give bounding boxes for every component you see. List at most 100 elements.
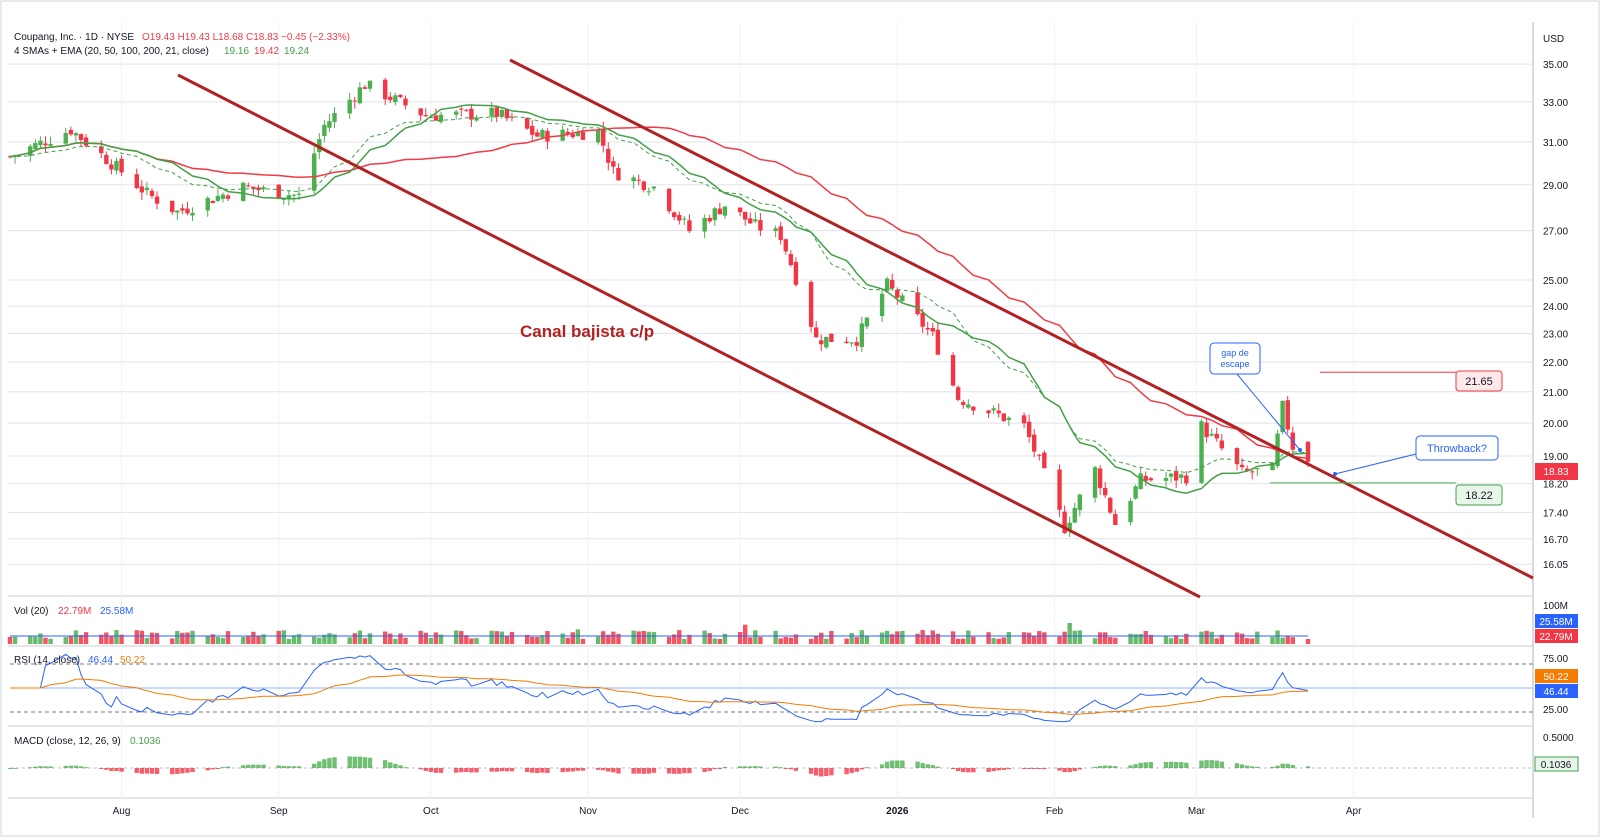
macd-histogram-bar xyxy=(753,766,758,768)
macd-histogram-bar xyxy=(1219,761,1225,768)
volume-bar xyxy=(99,634,104,644)
volume-bar xyxy=(1026,632,1032,644)
volume-bar xyxy=(707,633,712,644)
volume-bar xyxy=(327,633,332,644)
volume-bar xyxy=(428,637,434,644)
volume-bar xyxy=(1179,638,1184,644)
candle-body xyxy=(190,212,195,216)
volume-bar xyxy=(1042,632,1047,644)
candle-body xyxy=(1128,500,1133,523)
candle-body xyxy=(220,194,226,199)
volume-bar xyxy=(291,635,297,644)
price-axis-ticks: 35.00 33.00 31.00 29.00 27.00 25.00 24.00 23.00… xyxy=(1543,60,1568,571)
gap-callout[interactable]: gap de escape xyxy=(1209,342,1302,452)
candle-body xyxy=(175,210,180,213)
macd-histogram-bar xyxy=(261,764,266,768)
candle-body xyxy=(261,187,266,190)
support-tag[interactable]: 18.22 xyxy=(1455,484,1503,506)
volume-bar xyxy=(824,638,829,644)
volume-bar xyxy=(83,632,89,644)
macd-histogram-bar xyxy=(859,768,865,770)
macd-histogram-bar xyxy=(955,768,961,771)
price-tick-label: 24.00 xyxy=(1543,302,1568,313)
price-tick-label: 16.05 xyxy=(1543,560,1568,571)
currency-label: USD xyxy=(1543,34,1564,45)
macd-histogram-bar xyxy=(879,764,885,768)
macd-histogram-bar xyxy=(504,768,510,772)
candle-body xyxy=(666,188,672,212)
macd-histogram-bar xyxy=(499,768,505,772)
candle-body xyxy=(383,79,388,100)
macd-histogram-bar xyxy=(677,768,682,774)
volume-bar xyxy=(509,631,515,644)
macd-histogram-bar xyxy=(920,763,925,768)
candle-body xyxy=(601,128,606,146)
candle-body xyxy=(134,174,139,189)
volume-bar xyxy=(1163,635,1169,644)
volume-bar xyxy=(1133,634,1138,644)
candle-body xyxy=(114,160,119,171)
macd-histogram-bar xyxy=(844,768,849,775)
volume-bar xyxy=(144,637,150,644)
macd-histogram-bar xyxy=(154,768,160,774)
bearish-channel xyxy=(177,58,1534,599)
macd-histogram-bar xyxy=(1275,765,1280,768)
channel-upper-line[interactable] xyxy=(509,58,1534,580)
time-axis-label: Feb xyxy=(1046,806,1064,817)
macd-histogram-bar xyxy=(1290,765,1295,768)
candle-body xyxy=(185,208,190,214)
throwback-callout-box xyxy=(1415,435,1499,461)
macd-legend: MACD (close, 12, 26, 9) xyxy=(14,736,121,747)
channel-lower-line[interactable] xyxy=(177,73,1201,599)
candle-body xyxy=(286,195,292,199)
volume-bar xyxy=(813,635,819,644)
macd-histogram-bar xyxy=(813,768,819,776)
volume-bar xyxy=(362,638,368,644)
throwback-callout[interactable]: Throwback? xyxy=(1333,435,1499,476)
candle-body xyxy=(611,161,616,167)
volume-bar xyxy=(438,634,444,644)
last-price-tag: 18.83 xyxy=(1535,463,1578,480)
macd-histogram-bar xyxy=(1285,763,1290,768)
volume-bar xyxy=(1250,638,1255,644)
macd-histogram-bar xyxy=(535,768,540,774)
candle-body xyxy=(1244,468,1250,471)
candle-body xyxy=(742,211,748,220)
candle-body xyxy=(63,133,68,144)
volume-bar xyxy=(535,636,540,644)
volume-bar xyxy=(530,636,535,644)
candle-body xyxy=(895,289,900,298)
price-tick-label: 25.00 xyxy=(1543,276,1568,287)
candle-body xyxy=(651,186,657,189)
candle-body xyxy=(884,278,890,292)
candle-body xyxy=(961,402,966,406)
volume-bar xyxy=(33,636,38,644)
candle-body xyxy=(1199,421,1204,483)
macd-histogram-bar xyxy=(210,768,216,770)
macd-histogram-bar xyxy=(991,768,996,772)
macd-histogram-bar xyxy=(403,767,408,769)
price-tick-label: 31.00 xyxy=(1543,138,1568,149)
volume-bar xyxy=(276,630,281,644)
macd-histogram-bar xyxy=(1255,766,1260,768)
volume-bar xyxy=(7,636,13,644)
macd-histogram-bar xyxy=(1199,760,1204,768)
candle-body xyxy=(1006,417,1012,421)
volume-bar xyxy=(210,634,216,644)
candle-body xyxy=(636,179,641,181)
macd-histogram-bar xyxy=(388,762,393,768)
macd-histogram-bar xyxy=(748,766,753,768)
candle-body xyxy=(1097,468,1103,489)
volume-bar xyxy=(139,630,145,644)
macd-histogram-bar xyxy=(950,768,956,770)
macd-histogram-bar xyxy=(423,768,428,771)
volume-bar xyxy=(464,635,469,644)
channel-label: Canal bajista c/p xyxy=(520,322,654,341)
macd-histogram-bar xyxy=(362,757,368,768)
candle-body xyxy=(722,206,728,216)
volume-bar xyxy=(900,630,905,644)
resistance-tag[interactable]: 21.65 xyxy=(1455,370,1503,392)
candle-body xyxy=(707,217,712,222)
candle-body xyxy=(149,190,155,196)
